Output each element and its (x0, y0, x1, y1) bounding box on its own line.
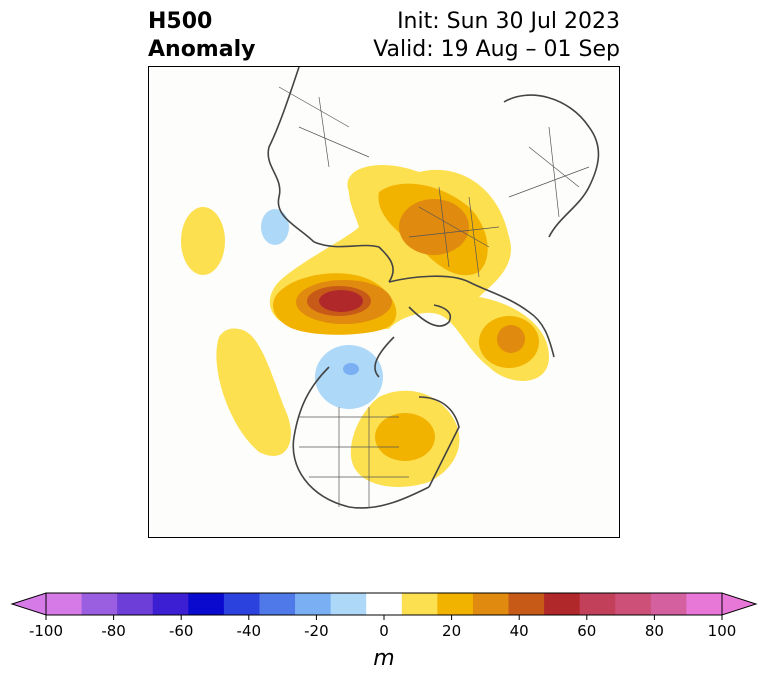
colorbar-cell (508, 593, 545, 615)
colorbar-tick-label: -80 (101, 622, 126, 640)
colorbar-tick-label: 40 (510, 622, 529, 640)
forecast-dates: Init: Sun 30 Jul 2023 Valid: 19 Aug – 01… (373, 8, 620, 64)
anomaly-shading (181, 164, 549, 487)
colorbar-cells (10, 592, 758, 616)
colorbar-cell (579, 593, 616, 615)
colorbar-tick-label: -60 (169, 622, 194, 640)
positive-anomaly-core (319, 290, 363, 312)
colorbar-cell (295, 593, 332, 615)
colorbar-extend-high (721, 592, 758, 616)
colorbar-extend-low (10, 592, 47, 616)
init-date: Init: Sun 30 Jul 2023 (397, 9, 620, 34)
colorbar-cell (117, 593, 154, 615)
colorbar-tick-label: 80 (645, 622, 664, 640)
negative-anomaly-area (261, 209, 289, 245)
colorbar-cell (188, 593, 225, 615)
colorbar-cell (686, 593, 723, 615)
positive-anomaly-area (497, 325, 525, 353)
colorbar-tick-label: -100 (29, 622, 63, 640)
positive-anomaly-area (399, 199, 469, 255)
colorbar-tick-label: 20 (442, 622, 461, 640)
colorbar-units: m (373, 646, 395, 671)
colorbar-cell (437, 593, 474, 615)
colorbar-tick-label: 0 (379, 622, 389, 640)
positive-anomaly-area (216, 328, 291, 456)
map-title: H500 Anomaly (148, 8, 255, 64)
colorbar-cell (259, 593, 296, 615)
colorbar-cell (472, 593, 510, 615)
negative-anomaly-core (343, 363, 359, 375)
colorbar-tick-label: 60 (577, 622, 596, 640)
colorbar-cell (330, 593, 367, 615)
colorbar-cell (366, 593, 403, 615)
colorbar-tick-label: -20 (304, 622, 329, 640)
colorbar-tick-label: -40 (237, 622, 262, 640)
polar-map-svg (181, 67, 600, 509)
colorbar-cell (615, 593, 652, 615)
coastlines (267, 67, 600, 509)
colorbar-cell (81, 593, 118, 615)
colorbar-cell (544, 593, 581, 615)
valid-period: Valid: 19 Aug – 01 Sep (373, 37, 620, 62)
borders (278, 86, 590, 507)
colorbar-cell (650, 593, 687, 615)
anomaly-map (148, 66, 620, 538)
colorbar-cell (152, 593, 189, 615)
colorbar-cell (401, 593, 438, 615)
colorbar: -100 -80 -60 -40 -20 0 20 40 60 80 100 (10, 592, 758, 640)
colorbar-ticks: -100 -80 -60 -40 -20 0 20 40 60 80 100 (29, 615, 736, 640)
title-variable: H500 (148, 9, 213, 34)
negative-anomaly-area (315, 345, 383, 409)
colorbar-cell (223, 593, 260, 615)
colorbar-tick-label: 100 (708, 622, 737, 640)
title-field: Anomaly (148, 37, 256, 62)
positive-anomaly-area (181, 207, 225, 275)
colorbar-cell (46, 593, 83, 615)
positive-anomaly-area (375, 413, 435, 461)
